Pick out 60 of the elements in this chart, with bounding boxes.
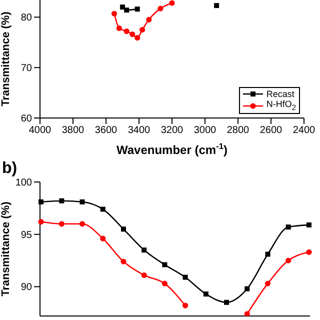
point bbox=[158, 6, 164, 12]
point bbox=[38, 218, 44, 225]
point bbox=[203, 292, 208, 297]
x-tick-label: 3600 bbox=[94, 125, 118, 136]
point bbox=[306, 222, 312, 228]
point bbox=[120, 258, 126, 264]
point bbox=[214, 3, 220, 8]
x-tick-label: 2400 bbox=[292, 125, 316, 136]
point bbox=[162, 262, 168, 268]
point bbox=[265, 252, 270, 257]
point bbox=[111, 10, 118, 16]
point bbox=[286, 224, 291, 230]
x-axis-title: Wavenumber (cm$^{-1}$) bbox=[116, 141, 228, 157]
y-tick-label: 60 bbox=[20, 114, 32, 125]
x-tick-label: 3200 bbox=[160, 125, 184, 136]
point bbox=[244, 286, 250, 292]
point bbox=[140, 26, 146, 33]
point bbox=[134, 35, 140, 41]
point bbox=[124, 8, 130, 13]
legend-label: Recast bbox=[266, 89, 294, 100]
point bbox=[264, 280, 271, 286]
point bbox=[286, 258, 292, 264]
y-axis-title: Transmittance (%) bbox=[0, 201, 12, 296]
point bbox=[116, 25, 122, 32]
point bbox=[169, 0, 175, 6]
point bbox=[120, 4, 125, 10]
point bbox=[130, 31, 136, 38]
point bbox=[100, 206, 106, 212]
point bbox=[146, 16, 152, 22]
point bbox=[182, 302, 188, 308]
legend-label: N-HfO$_{2}$ bbox=[266, 99, 296, 112]
x-tick-label: 3400 bbox=[128, 125, 151, 136]
chart-title: b) bbox=[2, 160, 18, 178]
point bbox=[124, 28, 130, 34]
x-tick-label: 2600 bbox=[260, 125, 283, 136]
point bbox=[120, 226, 126, 232]
point bbox=[58, 221, 64, 227]
y-tick-label: 95 bbox=[20, 230, 32, 241]
y-axis-title: Transmittance (%) bbox=[0, 11, 12, 106]
point bbox=[80, 199, 85, 204]
y-tick-label: 100 bbox=[15, 178, 32, 189]
point bbox=[38, 199, 44, 204]
x-tick-label: 3000 bbox=[194, 125, 217, 136]
point bbox=[182, 274, 188, 280]
point bbox=[79, 221, 86, 227]
point bbox=[244, 311, 250, 316]
x-tick-label: 3800 bbox=[62, 125, 85, 136]
x-tick-label: 4000 bbox=[28, 125, 52, 136]
point bbox=[59, 198, 64, 204]
y-tick-label: 80 bbox=[20, 12, 32, 24]
x-tick-label: 2800 bbox=[226, 125, 250, 136]
y-tick-label: 70 bbox=[20, 63, 32, 74]
point bbox=[141, 272, 147, 278]
point bbox=[306, 249, 312, 255]
point bbox=[224, 300, 230, 305]
point bbox=[162, 280, 168, 286]
point bbox=[134, 6, 140, 12]
point bbox=[142, 248, 147, 253]
y-tick-label: 90 bbox=[20, 282, 32, 294]
point bbox=[100, 236, 106, 242]
